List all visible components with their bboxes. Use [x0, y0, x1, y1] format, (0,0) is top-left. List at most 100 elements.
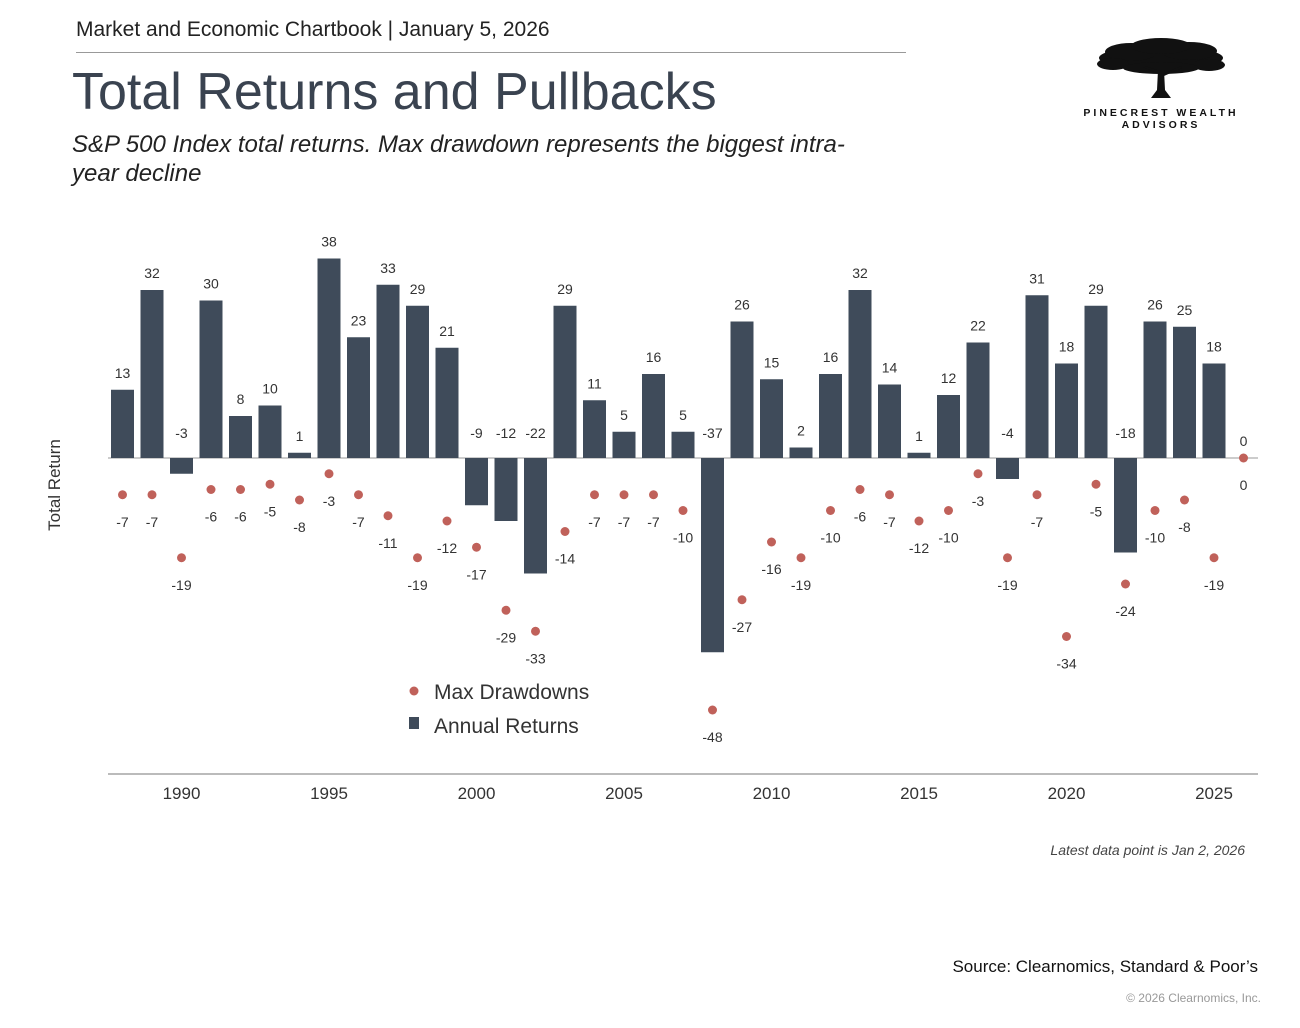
drawdown-label: -24 — [1115, 603, 1135, 619]
drawdown-dot — [826, 506, 835, 515]
return-bar — [878, 384, 901, 458]
return-bar — [435, 347, 459, 458]
drawdown-label: -33 — [525, 650, 545, 666]
return-bar — [819, 374, 842, 458]
drawdown-dot — [914, 516, 924, 526]
return-bar — [583, 400, 606, 458]
return-label: 11 — [587, 375, 602, 391]
return-bar — [258, 405, 282, 458]
drawdown-dot — [1209, 553, 1219, 563]
drawdown-label: -7 — [883, 514, 896, 530]
return-label: -9 — [470, 425, 483, 441]
drawdown-label: -3 — [323, 493, 336, 509]
return-bar — [671, 431, 695, 458]
drawdown-dot — [1032, 490, 1042, 500]
drawdown-label: -19 — [407, 577, 427, 593]
drawdown-dot — [855, 485, 865, 494]
drawdown-label: -6 — [234, 509, 247, 525]
drawdown-dot — [265, 479, 275, 489]
drawdown-dot — [531, 626, 540, 636]
return-bar — [288, 452, 311, 458]
x-tick-label: 2010 — [753, 784, 791, 803]
return-label: 14 — [882, 360, 898, 376]
return-bar — [553, 305, 577, 458]
return-label: -12 — [496, 425, 516, 441]
return-bar — [642, 374, 665, 458]
chartbook-header: Market and Economic Chartbook | January … — [76, 18, 550, 41]
return-label: 2 — [797, 423, 805, 439]
logo-text-line2: ADVISORS — [1121, 119, 1201, 131]
drawdown-dot — [1150, 506, 1160, 515]
return-bar — [317, 258, 341, 458]
return-bar — [376, 284, 400, 458]
x-tick-label: 2000 — [458, 784, 496, 803]
drawdown-dot — [767, 537, 776, 547]
return-bar — [347, 337, 370, 458]
return-label: 26 — [1147, 297, 1163, 313]
return-bar — [1055, 363, 1078, 458]
return-bar — [701, 458, 724, 653]
drawdown-dot — [442, 516, 452, 526]
drawdown-dot — [206, 485, 216, 494]
drawdown-label: -19 — [791, 577, 811, 593]
tree-icon — [1097, 38, 1225, 98]
return-label: 0 — [1240, 433, 1248, 449]
x-tick-label: 2005 — [605, 784, 643, 803]
return-bar — [966, 342, 990, 458]
drawdown-label: -19 — [171, 577, 191, 593]
return-bar — [996, 458, 1019, 479]
drawdown-dot — [1121, 579, 1130, 589]
return-bar — [111, 389, 134, 458]
return-label: -18 — [1115, 425, 1135, 441]
return-label: 16 — [823, 349, 839, 365]
return-bar — [1173, 326, 1196, 458]
drawdown-label: -10 — [820, 530, 840, 546]
return-bar — [789, 447, 813, 458]
page-subtitle: S&P 500 Index total returns. Max drawdow… — [72, 131, 845, 187]
legend-drawdowns-label: Max Drawdowns — [434, 681, 589, 704]
drawdown-label: -27 — [732, 619, 752, 635]
drawdown-label: 0 — [1240, 477, 1248, 493]
return-bar — [612, 431, 636, 458]
return-label: 1 — [915, 428, 923, 444]
return-label: 29 — [410, 281, 426, 297]
return-label: 23 — [351, 312, 367, 328]
y-axis-label: Total Return — [45, 439, 64, 531]
return-bar — [730, 321, 754, 458]
drawdown-dot — [354, 490, 363, 500]
return-label: 38 — [321, 234, 337, 250]
return-label: 1 — [296, 428, 304, 444]
latest-data-note: Latest data point is Jan 2, 2026 — [1050, 842, 1245, 858]
return-bar — [848, 290, 872, 458]
x-tick-label: 2015 — [900, 784, 938, 803]
drawdown-dot — [118, 490, 127, 500]
return-bar — [170, 458, 193, 474]
return-bar — [406, 305, 429, 458]
drawdown-label: -3 — [972, 493, 985, 509]
return-label: 32 — [144, 265, 160, 281]
return-label: 21 — [439, 323, 455, 339]
return-bar — [1143, 321, 1167, 458]
drawdown-dot — [177, 553, 186, 563]
drawdown-dot — [944, 506, 953, 515]
return-label: -3 — [175, 425, 188, 441]
return-bar — [140, 290, 164, 458]
return-label: 32 — [852, 265, 868, 281]
drawdown-dot — [619, 490, 629, 500]
drawdown-label: -29 — [496, 629, 516, 645]
drawdown-label: -7 — [1031, 514, 1044, 530]
drawdown-label: -7 — [588, 514, 601, 530]
drawdown-label: -10 — [673, 530, 693, 546]
drawdown-label: -17 — [466, 566, 486, 582]
return-bar — [937, 395, 960, 458]
drawdown-label: -12 — [909, 540, 929, 556]
drawdown-dot — [383, 511, 393, 521]
return-bar — [199, 300, 223, 458]
return-bar — [465, 458, 488, 506]
return-label: 10 — [262, 381, 278, 397]
x-tick-label: 2020 — [1048, 784, 1086, 803]
return-label: 5 — [620, 407, 628, 423]
drawdown-label: -10 — [1145, 530, 1165, 546]
drawdown-dot — [590, 490, 599, 500]
